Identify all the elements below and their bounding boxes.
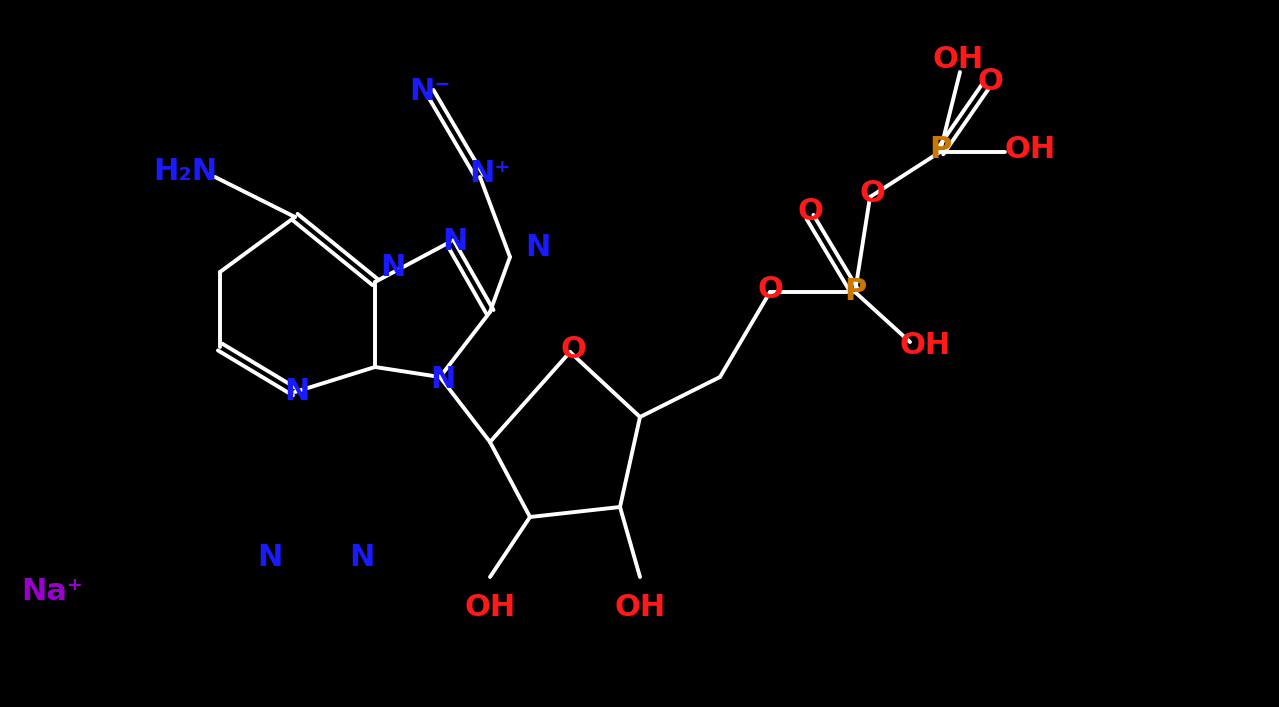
Text: OH: OH (464, 592, 515, 621)
Text: N: N (526, 233, 551, 262)
Text: N: N (443, 228, 468, 257)
Text: N: N (257, 542, 283, 571)
Text: OH: OH (932, 45, 984, 74)
Text: O: O (859, 180, 885, 209)
Text: N: N (430, 365, 455, 394)
Text: P: P (844, 278, 866, 307)
Text: OH: OH (899, 330, 950, 359)
Text: H₂N: H₂N (153, 158, 217, 187)
Text: OH: OH (614, 592, 665, 621)
Text: O: O (757, 274, 783, 303)
Text: O: O (977, 67, 1003, 96)
Text: OH: OH (1004, 134, 1055, 163)
Text: O: O (560, 334, 586, 363)
Text: N: N (349, 542, 375, 571)
Text: N: N (284, 378, 310, 407)
Text: Na⁺: Na⁺ (20, 578, 83, 607)
Text: N: N (380, 252, 405, 281)
Text: N⁻: N⁻ (409, 78, 450, 107)
Text: P: P (929, 134, 952, 163)
Text: O: O (797, 197, 822, 226)
Text: N⁺: N⁺ (469, 160, 510, 189)
